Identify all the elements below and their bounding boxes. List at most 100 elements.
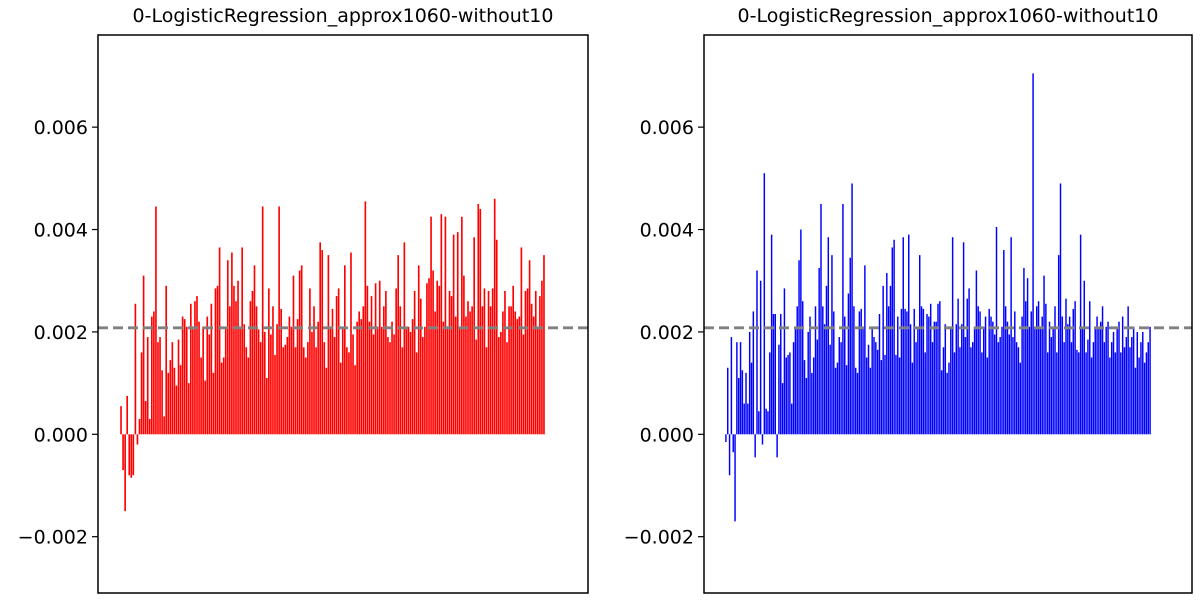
right-bar: [725, 434, 727, 442]
left-bar: [440, 214, 443, 435]
left-bar: [452, 234, 455, 435]
left-bar: [411, 319, 414, 435]
right-bar: [1054, 306, 1056, 435]
right-bar: [730, 337, 733, 435]
right-bar: [1096, 316, 1098, 435]
left-bar: [288, 316, 291, 435]
left-bar: [368, 321, 371, 435]
right-bar: [981, 352, 983, 435]
left-bar: [317, 321, 319, 435]
left-bar: [495, 239, 498, 435]
left-bar: [350, 252, 352, 435]
right-bar: [1116, 326, 1118, 435]
right-bar: [781, 383, 784, 435]
right-bar: [1012, 337, 1014, 435]
right-bar: [1028, 326, 1031, 435]
left-bar: [372, 334, 375, 435]
left-bar: [138, 418, 141, 435]
right-bar: [789, 352, 791, 435]
left-bar: [446, 326, 449, 435]
left-bar: [268, 288, 270, 435]
right-bar: [1131, 337, 1133, 435]
left-bar: [198, 321, 200, 435]
right-bar: [849, 257, 851, 435]
right-bar: [853, 306, 855, 435]
left-bar: [370, 296, 373, 435]
left-bar: [253, 265, 256, 435]
right-bar: [754, 434, 756, 458]
left-bar: [395, 288, 397, 435]
right-bar: [783, 288, 786, 435]
right-bar: [970, 347, 972, 435]
right-bar: [973, 326, 976, 435]
right-bar: [889, 285, 892, 435]
left-bar: [467, 301, 469, 435]
right-bar: [809, 316, 811, 435]
right-bar: [860, 308, 862, 435]
right-bar: [1059, 183, 1062, 435]
right-bar: [982, 326, 985, 435]
left-bar: [518, 316, 521, 435]
left-bar: [380, 326, 383, 435]
left-bar: [331, 308, 334, 435]
right-bar: [911, 362, 914, 435]
left-bar: [432, 270, 434, 435]
left-bar: [536, 326, 539, 435]
right-bar: [898, 357, 901, 435]
left-bar: [190, 303, 192, 435]
left-chart-frame: [97, 34, 589, 594]
left-bar: [417, 265, 420, 435]
right-bar: [842, 203, 844, 435]
left-bar: [471, 306, 473, 435]
right-bar: [944, 324, 947, 435]
left-bar: [438, 285, 441, 435]
left-bar: [489, 306, 492, 435]
left-bar: [374, 283, 377, 435]
left-chart-panel: 0-LogisticRegression_approx1060-without1…: [18, 5, 589, 594]
left-bar: [294, 347, 297, 435]
left-bar: [284, 344, 287, 435]
left-bar: [339, 362, 342, 435]
left-bar: [239, 326, 241, 435]
left-bar: [434, 311, 436, 435]
left-bar: [272, 306, 274, 435]
left-bar: [346, 347, 348, 435]
left-bar: [181, 316, 184, 435]
left-bar: [185, 326, 188, 435]
left-bar: [532, 316, 535, 435]
right-bar: [1004, 306, 1007, 435]
right-bar: [913, 308, 915, 435]
left-bar: [383, 306, 385, 435]
right-bar: [1125, 337, 1128, 435]
left-bar: [249, 301, 252, 435]
right-bar: [1017, 347, 1020, 435]
right-bar: [1118, 321, 1120, 435]
right-bar: [869, 367, 872, 435]
right-bar: [833, 311, 835, 435]
left-bar: [210, 303, 213, 435]
left-bar: [243, 324, 246, 435]
left-bar: [403, 242, 406, 435]
left-bar: [385, 290, 387, 435]
left-bar: [128, 434, 131, 476]
right-bar: [827, 237, 830, 435]
left-bar: [226, 260, 229, 435]
right-bar: [1036, 306, 1038, 435]
right-bar: [1149, 326, 1151, 435]
left-bar: [126, 395, 128, 435]
left-bar: [399, 306, 402, 435]
right-bar: [924, 352, 926, 435]
right-bar: [946, 372, 948, 435]
right-bar: [962, 242, 965, 435]
left-bar: [165, 285, 168, 435]
left-bar: [348, 352, 350, 435]
left-bar: [360, 319, 363, 435]
right-bar: [997, 342, 1000, 435]
right-bar: [999, 337, 1001, 435]
left-bar: [144, 401, 147, 435]
right-bar: [900, 308, 903, 435]
right-bar: [948, 362, 950, 435]
left-bar: [192, 329, 194, 435]
right-bar: [873, 337, 875, 435]
left-bar: [405, 326, 408, 435]
